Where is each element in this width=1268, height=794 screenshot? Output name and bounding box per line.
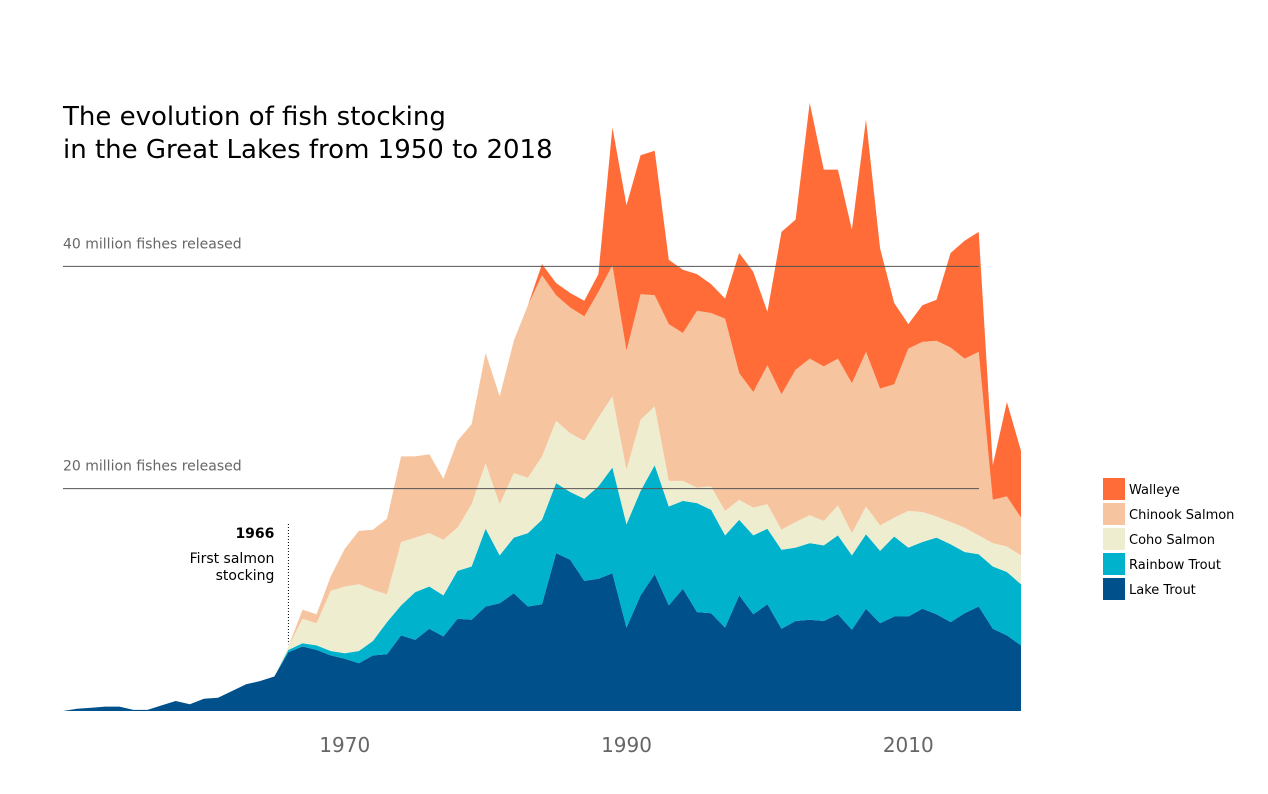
reference-lines: 40 million fishes released 20 million fis… (63, 236, 979, 490)
legend: Walleye Chinook Salmon Coho Salmon Rainbow … (1103, 478, 1234, 600)
legend-label-lake-trout: Lake Trout (1129, 583, 1196, 598)
legend-swatch-rainbow-trout (1103, 553, 1125, 575)
area-rainbow-trout (63, 465, 1021, 711)
legend-label-coho-salmon: Coho Salmon (1129, 533, 1215, 548)
x-tick-label-2010: 2010 (883, 733, 934, 757)
annotation-1966: 1966 First salmon stocking (190, 524, 289, 645)
x-tick-label-1970: 1970 (319, 733, 370, 757)
legend-swatch-walleye (1103, 478, 1125, 500)
area-lake-trout (63, 553, 1021, 711)
annotation-year: 1966 (235, 526, 274, 542)
reference-label-20: 20 million fishes released (63, 459, 242, 475)
annotation-text-line-1: First salmon (190, 551, 275, 567)
chart-title-line-2: in the Great Lakes from 1950 to 2018 (63, 135, 553, 165)
legend-swatch-lake-trout (1103, 578, 1125, 600)
area-walleye (63, 102, 1021, 711)
annotation-text-line-2: stocking (216, 568, 275, 584)
chart-title: The evolution of fish stocking in the Gr… (62, 102, 553, 165)
area-chinook-salmon (63, 265, 1021, 711)
area-layers (63, 102, 1021, 711)
legend-label-rainbow-trout: Rainbow Trout (1129, 558, 1221, 573)
chart-title-line-1: The evolution of fish stocking (62, 102, 446, 132)
legend-label-chinook-salmon: Chinook Salmon (1129, 508, 1234, 523)
legend-label-walleye: Walleye (1129, 483, 1180, 498)
x-tick-label-1990: 1990 (601, 733, 652, 757)
reference-label-40: 40 million fishes released (63, 236, 242, 252)
legend-swatch-chinook-salmon (1103, 503, 1125, 525)
x-axis-ticks: 1970 1990 2010 (319, 733, 933, 757)
legend-swatch-coho-salmon (1103, 528, 1125, 550)
area-coho-salmon (63, 396, 1021, 711)
